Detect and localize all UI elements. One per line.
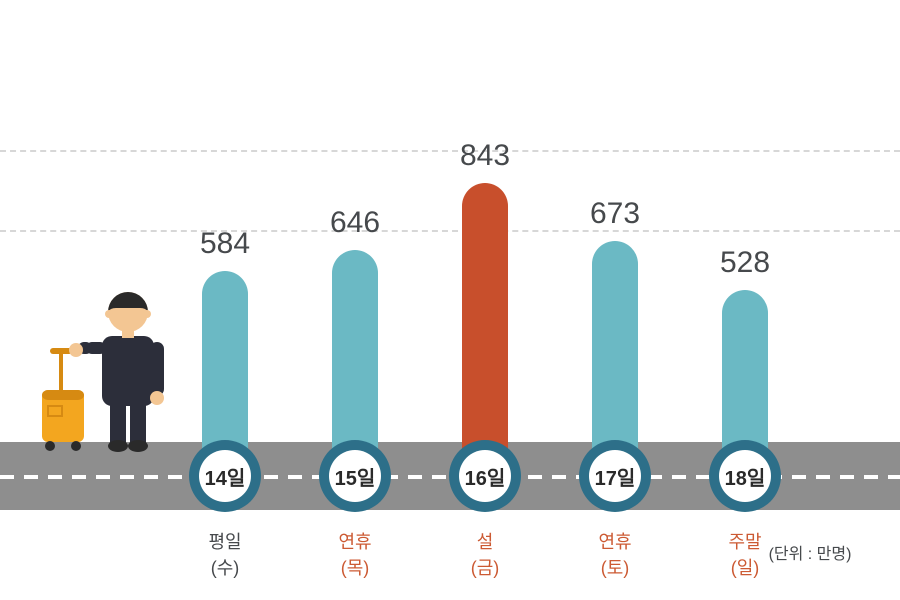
bar-label-line-2: (금) — [425, 554, 545, 580]
bar-label-line-2: (수) — [165, 554, 285, 580]
bar-label-line-1: 연휴 — [555, 528, 675, 554]
date-badge: 14일 — [189, 440, 261, 512]
date-badge-label: 14일 — [199, 450, 251, 502]
date-badge: 18일 — [709, 440, 781, 512]
bar-label-line-2: (일) — [685, 554, 805, 580]
bar-value: 646 — [295, 206, 415, 240]
bar-label: 평일(수) — [165, 528, 285, 580]
bar — [332, 250, 378, 470]
bar-label-line-2: (목) — [295, 554, 415, 580]
bar-label: 연휴(토) — [555, 528, 675, 580]
bar-label-line-1: 평일 — [165, 528, 285, 554]
bar-value: 673 — [555, 197, 675, 231]
bar-label-line-1: 연휴 — [295, 528, 415, 554]
bar-value: 528 — [685, 246, 805, 280]
date-badge: 17일 — [579, 440, 651, 512]
bar-value: 843 — [425, 139, 545, 173]
date-badge-label: 16일 — [459, 450, 511, 502]
bar — [462, 183, 508, 470]
bar-label: 연휴(목) — [295, 528, 415, 580]
bar-label: 설(금) — [425, 528, 545, 580]
traveler-icon — [36, 280, 186, 465]
date-badge: 16일 — [449, 440, 521, 512]
date-badge-label: 18일 — [719, 450, 771, 502]
date-badge-label: 15일 — [329, 450, 381, 502]
bar — [592, 241, 638, 470]
bar-label-line-1: 주말 — [685, 528, 805, 554]
date-badge-label: 17일 — [589, 450, 641, 502]
bar-label-line-2: (토) — [555, 554, 675, 580]
date-badge: 15일 — [319, 440, 391, 512]
bar-label-line-1: 설 — [425, 528, 545, 554]
bar-value: 584 — [165, 227, 285, 261]
bar-label: 주말(일) — [685, 528, 805, 580]
chart-area: (단위 : 만명) — [0, 0, 900, 600]
